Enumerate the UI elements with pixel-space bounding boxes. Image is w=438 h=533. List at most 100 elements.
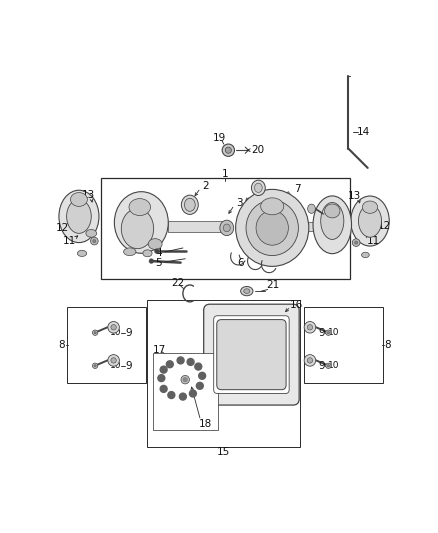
Ellipse shape [326,330,331,335]
Ellipse shape [244,289,250,294]
Circle shape [199,373,205,379]
Text: 9: 9 [318,361,325,371]
Text: 14: 14 [357,127,371,137]
Circle shape [187,359,194,366]
Circle shape [181,375,190,384]
Circle shape [195,363,202,370]
Text: 11: 11 [63,236,76,246]
Bar [168,221,226,232]
Ellipse shape [59,190,99,243]
Ellipse shape [114,192,168,253]
Text: 9: 9 [125,328,131,338]
Circle shape [183,378,187,382]
Text: 10: 10 [110,361,122,370]
Text: 11: 11 [367,236,381,246]
Ellipse shape [155,249,159,253]
Text: 10: 10 [328,361,339,370]
Ellipse shape [261,198,284,215]
Bar [147,301,300,447]
Text: 16: 16 [290,300,303,310]
Ellipse shape [67,199,91,233]
Text: 13: 13 [81,190,95,200]
Ellipse shape [111,325,117,330]
Ellipse shape [223,224,230,232]
Ellipse shape [92,363,98,368]
Text: 4: 4 [155,248,162,257]
Circle shape [158,375,165,382]
Ellipse shape [313,196,352,254]
Text: 10: 10 [110,328,122,337]
FancyBboxPatch shape [204,304,299,405]
Text: 2: 2 [203,181,209,191]
Ellipse shape [352,239,360,246]
Ellipse shape [361,252,369,257]
Ellipse shape [94,332,96,334]
Ellipse shape [93,239,96,243]
Ellipse shape [71,192,88,206]
Text: 18: 18 [198,418,212,429]
Ellipse shape [78,251,87,256]
Ellipse shape [184,198,195,211]
Text: 22: 22 [171,278,184,288]
Text: 12: 12 [378,221,391,231]
Circle shape [168,392,175,399]
Text: 12: 12 [55,223,69,233]
Text: 3: 3 [236,198,242,207]
Ellipse shape [240,287,253,296]
Circle shape [160,385,167,392]
Ellipse shape [236,189,309,266]
Ellipse shape [358,205,381,237]
Ellipse shape [254,183,262,192]
Text: 5: 5 [155,257,162,268]
Text: 9: 9 [318,328,325,338]
Circle shape [180,393,186,400]
Ellipse shape [307,325,313,330]
Ellipse shape [327,365,329,367]
Ellipse shape [326,363,331,368]
Ellipse shape [304,354,316,366]
Bar [101,178,350,279]
Text: 17: 17 [152,345,166,354]
Ellipse shape [111,358,117,363]
Ellipse shape [325,204,340,218]
Ellipse shape [327,332,329,334]
Ellipse shape [108,321,120,333]
Text: 13: 13 [348,191,361,201]
Ellipse shape [91,237,98,245]
Ellipse shape [251,180,265,196]
Bar [299,222,328,231]
Ellipse shape [321,203,344,239]
Text: 7: 7 [294,184,301,195]
Text: 8: 8 [385,340,391,350]
Text: 8: 8 [59,340,65,350]
Text: 2: 2 [252,188,258,198]
Ellipse shape [92,330,98,335]
Text: 15: 15 [217,447,230,457]
Ellipse shape [86,230,97,237]
Ellipse shape [351,196,389,246]
Ellipse shape [149,259,154,263]
FancyBboxPatch shape [217,320,286,390]
Ellipse shape [307,204,315,213]
Ellipse shape [362,201,378,213]
Ellipse shape [129,199,151,215]
Circle shape [190,390,196,397]
Text: 1: 1 [222,169,229,179]
Text: 21: 21 [266,280,279,290]
Ellipse shape [246,200,298,256]
Text: 19: 19 [212,133,226,143]
Ellipse shape [94,365,96,367]
Ellipse shape [124,248,136,256]
Bar [67,308,146,383]
Ellipse shape [143,250,152,257]
Ellipse shape [256,211,288,245]
Ellipse shape [225,147,231,154]
Ellipse shape [121,208,154,249]
Ellipse shape [307,358,313,363]
FancyBboxPatch shape [214,316,289,393]
Ellipse shape [304,321,316,333]
Text: 20: 20 [251,145,264,155]
Bar [304,308,383,383]
Circle shape [160,366,167,373]
Ellipse shape [220,220,234,236]
